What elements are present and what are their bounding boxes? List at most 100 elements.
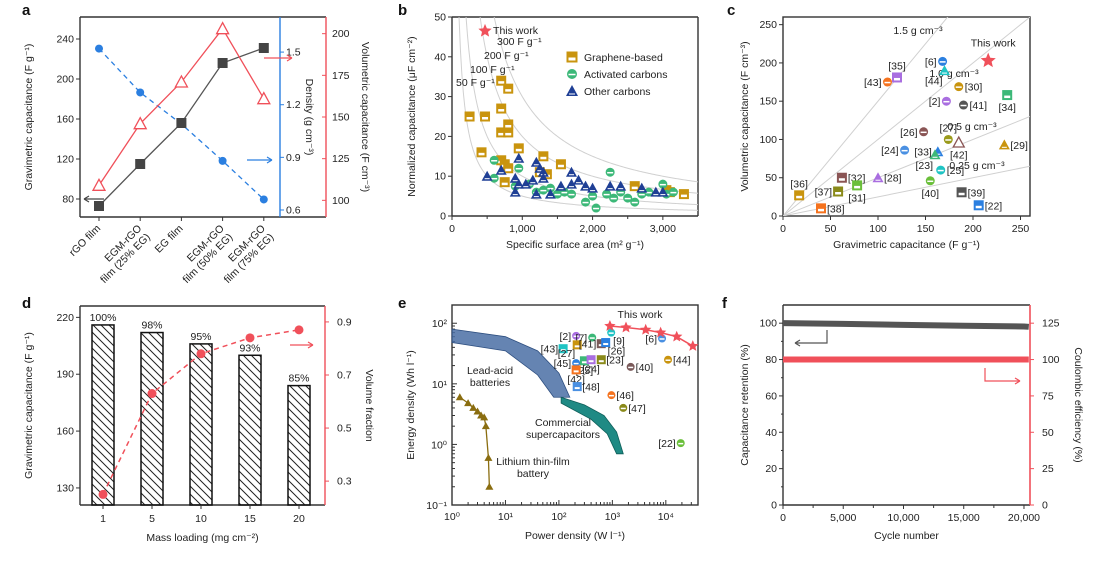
density-tick-label: 0.9 — [286, 152, 301, 164]
ref-label: [41] — [970, 100, 988, 112]
ref-point — [939, 65, 950, 76]
data-point — [495, 164, 507, 175]
ref-label: [26] — [900, 127, 918, 139]
vol-tick-label: 150 — [332, 112, 350, 124]
density-point — [218, 156, 227, 165]
this-work-star — [640, 323, 652, 335]
data-point — [565, 166, 577, 177]
data-point — [629, 181, 640, 192]
this-work-star — [654, 326, 667, 338]
x-tick-label: 20 — [293, 513, 305, 525]
panel-label: b — [398, 2, 407, 19]
bar — [238, 354, 262, 506]
data-point-inner — [515, 148, 522, 152]
ref-label: [6] — [925, 56, 937, 68]
category-label-line: rGO film — [67, 222, 103, 258]
y2-axis-label: Coulombic efficiency (%) — [1072, 347, 1084, 462]
density-line — [783, 17, 949, 216]
data-point — [657, 186, 669, 197]
iso-line-label: 300 F g⁻¹ — [497, 36, 542, 48]
y-tick-label: 10¹ — [432, 379, 448, 391]
y-tick-label: 100 — [759, 134, 777, 146]
vol-tick-label: 175 — [332, 70, 350, 82]
x-axis-label: Cycle number — [874, 530, 939, 542]
grav-point — [258, 43, 269, 53]
lithium-point — [481, 422, 490, 430]
lithium-point — [455, 393, 464, 401]
ref-label: [9] — [613, 336, 625, 348]
capacitance-retention-line — [782, 320, 1030, 330]
y-tick-label: 0 — [771, 500, 777, 512]
x-tick-label: 15 — [244, 513, 256, 525]
ref-point-inner — [588, 360, 594, 363]
data-point — [509, 186, 521, 197]
this-work-star — [478, 23, 492, 37]
x-tick-label: 15,000 — [948, 512, 980, 524]
y-axis-label: Capacitance retention (%) — [739, 344, 751, 465]
ref-label: [34] — [998, 102, 1016, 114]
iso-line-label: 50 F g⁻¹ — [456, 77, 495, 89]
x-tick-label: 0 — [449, 223, 455, 235]
ref-point-inner — [598, 360, 604, 363]
y-tick-label: 80 — [765, 354, 777, 366]
grav-tick-label: 240 — [56, 34, 74, 46]
data-point — [503, 163, 514, 174]
data-point — [513, 152, 525, 163]
data-point-inner — [505, 89, 512, 92]
y-tick-label: 30 — [434, 91, 446, 103]
y-tick-label: 0 — [771, 211, 777, 223]
x-tick-label: 5 — [149, 513, 155, 525]
data-point — [678, 189, 689, 200]
x-tick-label: 10⁴ — [658, 511, 674, 523]
ref-point — [816, 203, 826, 214]
category-label: rGO film — [67, 222, 103, 258]
ref-point — [956, 187, 967, 198]
y-tick-label: 20 — [765, 463, 777, 475]
lead-acid-label: Lead-acid — [467, 365, 513, 377]
density-line-label: 0.5 g cm⁻³ — [947, 121, 997, 133]
x-tick-label: 1 — [100, 513, 106, 525]
x-tick-label: 2,000 — [579, 223, 605, 235]
data-point-inner — [680, 194, 687, 198]
vol-tick-label: 125 — [332, 153, 350, 165]
data-point — [538, 151, 549, 162]
volume-fraction-point — [294, 325, 304, 335]
grav-point — [217, 58, 228, 68]
ref-point-inner — [854, 185, 861, 189]
data-point-inner — [466, 117, 473, 120]
y2-tick-label: 0.5 — [337, 423, 352, 435]
this-work-star — [687, 340, 699, 351]
data-point — [636, 182, 648, 193]
y-tick-label: 160 — [56, 426, 74, 438]
data-point-inner — [501, 182, 508, 186]
ref-point-inner — [818, 208, 824, 212]
panel-a: a 80 120 160 200 240 0.6 0.9 1.2 1.5 100 125 150 175 2… — [22, 2, 371, 286]
y-tick-label: 130 — [56, 482, 74, 494]
bar-label: 85% — [288, 373, 309, 385]
this-work-label: This work — [971, 38, 1017, 50]
legend-label: Graphene-based — [584, 52, 663, 64]
y-tick-label: 10² — [432, 318, 448, 330]
ref-label: [23] — [915, 160, 933, 172]
density-tick-label: 1.2 — [286, 99, 301, 111]
this-work-star — [620, 321, 632, 333]
data-point — [503, 119, 514, 130]
volume-fraction-point — [245, 333, 255, 343]
y2-tick-label: 0.7 — [337, 369, 352, 381]
density-point — [136, 88, 145, 97]
ref-point-inner — [975, 205, 982, 209]
y-tick-label: 50 — [765, 172, 777, 184]
x-tick-label: 3,000 — [650, 223, 676, 235]
y-tick-label: 100 — [759, 318, 777, 330]
arrow-left-icon — [83, 195, 104, 203]
ref-label: [36] — [790, 178, 808, 190]
x-tick-label: 10⁰ — [444, 511, 461, 523]
lithium-label: battery — [517, 468, 550, 480]
vol-line — [98, 27, 265, 186]
y2-tick-label: 0 — [1042, 500, 1048, 512]
y-tick-label: 10 — [434, 171, 446, 183]
supercapacitor-label: supercapacitors — [526, 429, 600, 441]
ref-point — [596, 355, 606, 365]
ref-label: [22] — [985, 200, 1003, 212]
ref-label: [39] — [968, 187, 986, 199]
